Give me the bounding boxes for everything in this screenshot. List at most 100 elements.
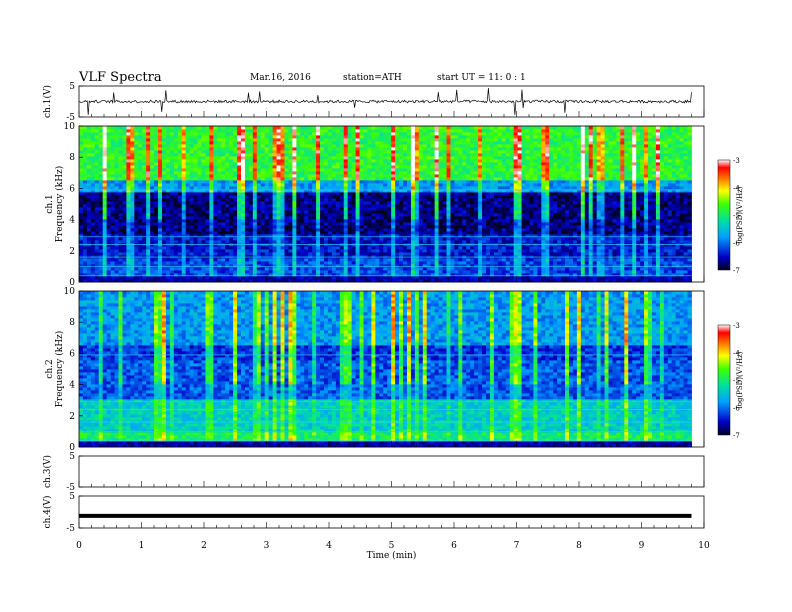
spectrogram-cell	[355, 195, 360, 199]
spectrogram-cell	[312, 213, 317, 217]
spectrogram-cell	[276, 246, 281, 250]
spectrogram-cell	[201, 183, 206, 187]
spectrogram-cell	[284, 204, 289, 208]
spectrogram-cell	[122, 165, 127, 169]
spectrogram-cell	[292, 213, 297, 217]
spectrogram-cell	[241, 267, 246, 271]
spectrogram-cell	[213, 207, 218, 211]
spectrogram-cell	[375, 153, 380, 157]
spectrogram-cell	[272, 228, 277, 232]
spectrogram-cell	[395, 204, 400, 208]
spectrogram-cell	[118, 153, 123, 157]
spectrogram-cell	[161, 279, 167, 283]
spectrogram-cell	[86, 132, 92, 136]
spectrogram-cell	[414, 138, 420, 142]
spectrogram-cell	[454, 267, 459, 271]
spectrogram-cell	[308, 135, 313, 139]
spectrogram-cell	[454, 216, 459, 220]
spectrogram-cell	[454, 162, 459, 166]
spectrogram-cell	[272, 192, 277, 196]
spectrogram-cell	[339, 126, 345, 130]
spectrogram-cell	[414, 273, 420, 277]
spectrogram-cell	[154, 270, 159, 274]
spectrogram-cell	[225, 261, 230, 265]
spectrogram-cell	[252, 198, 258, 202]
spectrogram-cell	[430, 228, 436, 232]
spectrogram-cell	[158, 168, 163, 172]
spectrogram-cell	[308, 207, 313, 211]
spectrogram-cell	[122, 267, 127, 271]
spectrogram-cell	[154, 132, 159, 136]
spectrogram-cell	[312, 258, 317, 262]
spectrogram-cell	[363, 162, 368, 166]
spectrogram-cell	[256, 183, 262, 187]
spectrogram-cell	[142, 201, 147, 205]
spectrogram-cell	[241, 225, 246, 229]
spectrogram-cell	[197, 147, 202, 151]
spectrogram-cell	[312, 198, 317, 202]
spectrogram-cell	[434, 186, 439, 190]
spectrogram-cell	[181, 279, 187, 283]
spectrogram-cell	[335, 129, 341, 133]
spectrogram-cell	[165, 276, 171, 280]
spectrogram-cell	[316, 186, 321, 190]
spectrogram-cell	[252, 156, 258, 160]
spectrogram-cell	[138, 210, 143, 214]
spectrogram-cell	[110, 210, 115, 214]
spectrogram-cell	[339, 279, 345, 283]
spectrogram-cell	[308, 165, 313, 169]
spectrogram-cell	[248, 150, 254, 154]
spectrogram-cell	[221, 240, 226, 244]
spectrogram-cell	[118, 246, 123, 250]
spectrogram-cell	[430, 219, 436, 223]
spectrogram-cell	[335, 267, 341, 271]
spectrogram-cell	[241, 165, 246, 169]
spectrogram-cell	[383, 135, 388, 139]
spectrogram-cell	[434, 165, 439, 169]
spectrogram-cell	[363, 150, 368, 154]
spectrogram-cell	[110, 249, 115, 253]
spectrogram-cell	[264, 183, 270, 187]
spectrogram-cell	[422, 156, 428, 160]
spectrogram-cell	[244, 219, 250, 223]
spectrogram-cell	[229, 213, 234, 217]
spectrogram-cell	[252, 177, 258, 181]
spectrogram-cell	[442, 198, 447, 202]
spectrogram-cell	[177, 264, 183, 268]
spectrogram-cell	[260, 228, 266, 232]
spectrogram-cell	[418, 144, 424, 148]
spectrogram-cell	[106, 240, 112, 244]
spectrogram-cell	[387, 156, 392, 160]
spectrogram-cell	[442, 261, 447, 265]
spectrogram-cell	[213, 240, 218, 244]
spectrogram-cell	[434, 210, 439, 214]
spectrogram-cell	[300, 153, 305, 157]
spectrogram-cell	[383, 192, 388, 196]
spectrogram-cell	[399, 213, 404, 217]
spectrogram-cell	[403, 156, 408, 160]
spectrogram-cell	[98, 183, 104, 187]
spectrogram-cell	[351, 273, 357, 277]
spectrogram-cell	[351, 138, 357, 142]
spectrogram-cell	[331, 261, 337, 265]
spectrogram-cell	[324, 237, 329, 241]
spectrogram-cell	[418, 138, 424, 142]
spectrogram-cell	[268, 240, 274, 244]
spectrogram-cell	[114, 231, 119, 235]
spectrogram-cell	[276, 141, 281, 145]
spectrogram-cell	[383, 246, 388, 250]
spectrogram-cell	[217, 213, 222, 217]
spectrogram-cell	[209, 135, 214, 139]
spectrogram-cell	[193, 168, 198, 172]
spectrogram-cell	[296, 213, 301, 217]
spectrogram-cell	[371, 171, 376, 175]
spectrogram-cell	[146, 219, 151, 223]
spectrogram-cell	[324, 165, 329, 169]
spectrogram-cell	[165, 177, 171, 181]
spectrogram-cell	[209, 207, 214, 211]
spectrogram-cell	[367, 267, 372, 271]
spectrogram-cell	[320, 177, 325, 181]
spectrogram-cell	[241, 126, 246, 130]
spectrogram-cell	[399, 264, 404, 268]
spectrogram-cell	[106, 150, 112, 154]
